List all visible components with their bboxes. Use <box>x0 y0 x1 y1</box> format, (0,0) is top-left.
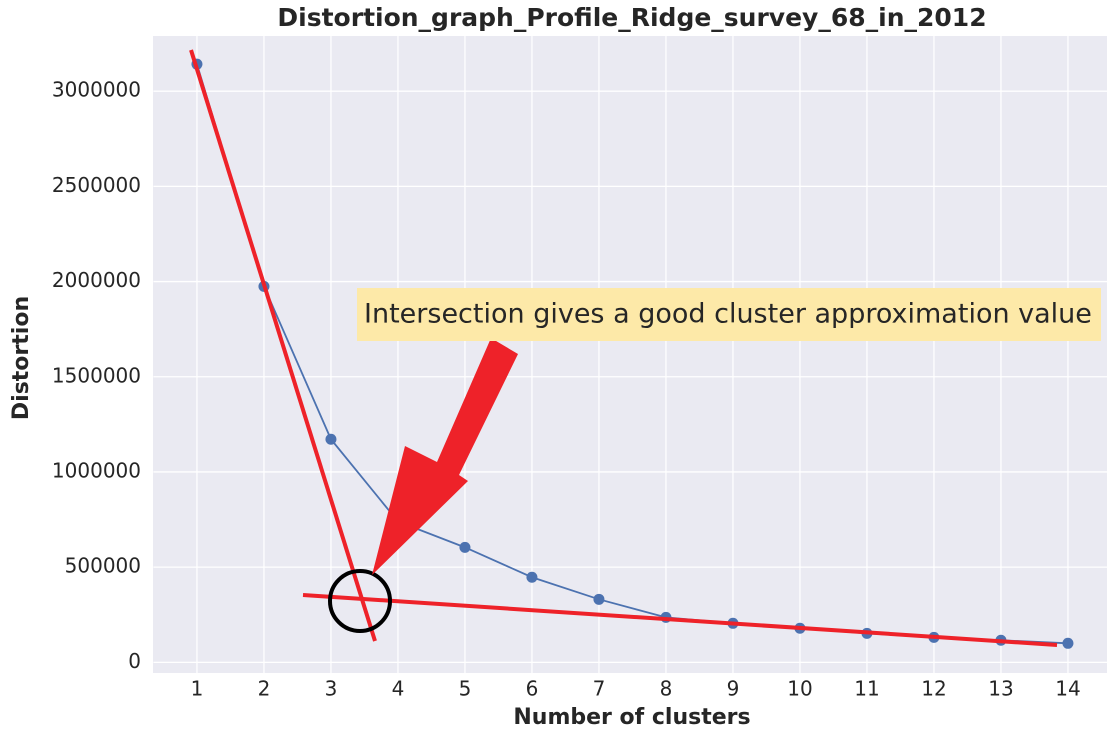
y-tick-label: 1500000 <box>52 363 141 387</box>
x-axis-label: Number of clusters <box>513 705 750 730</box>
x-tick-label: 1 <box>191 677 204 701</box>
arrow <box>372 338 518 575</box>
grid <box>153 36 1107 673</box>
intersection-circle <box>328 569 392 633</box>
y-tick-label: 2500000 <box>52 173 141 197</box>
x-tick-label: 13 <box>988 677 1013 701</box>
x-tick-label: 11 <box>854 677 879 701</box>
y-axis-label: Distortion <box>9 296 34 420</box>
data-point <box>593 593 605 605</box>
x-tick-label: 7 <box>593 677 606 701</box>
chart-title: Distortion_graph_Profile_Ridge_survey_68… <box>277 3 986 32</box>
x-tick-label: 5 <box>459 677 472 701</box>
plot-background <box>153 36 1107 673</box>
y-tick-label: 1000000 <box>52 458 141 482</box>
x-tick-label: 10 <box>787 677 812 701</box>
annotation-text: Intersection gives a good cluster approx… <box>364 299 1092 330</box>
x-tick-label: 3 <box>325 677 338 701</box>
data-point <box>325 433 337 445</box>
data-point <box>459 541 471 553</box>
steep-fit-line <box>189 49 377 642</box>
x-tick-label: 4 <box>392 677 405 701</box>
y-tick-label: 0 <box>128 649 141 673</box>
flat-fit-line <box>302 593 1058 647</box>
y-tick-label: 3000000 <box>52 78 141 102</box>
y-tick-label: 2000000 <box>52 268 141 292</box>
annotation-box <box>357 288 1101 341</box>
annotation-overlay: Intersection gives a good cluster approx… <box>189 49 1101 647</box>
data-point <box>1062 637 1074 649</box>
x-tick-label: 8 <box>660 677 673 701</box>
y-tick-label: 500000 <box>65 554 141 578</box>
x-tick-label: 2 <box>258 677 271 701</box>
x-tick-label: 14 <box>1055 677 1080 701</box>
x-tick-label: 9 <box>727 677 740 701</box>
x-tick-label: 12 <box>921 677 946 701</box>
x-tick-label: 6 <box>526 677 539 701</box>
data-point <box>526 571 538 583</box>
